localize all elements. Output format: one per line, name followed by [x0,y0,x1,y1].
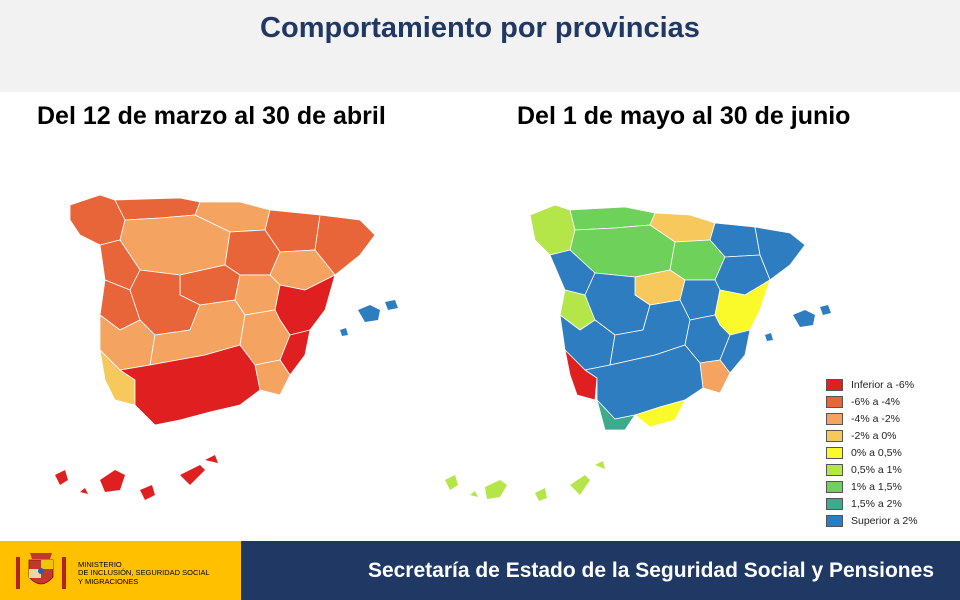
legend-swatch [826,378,843,391]
legend-label: 0,5% a 1% [851,464,902,477]
ministry-line: de Inclusión, Seguridad Social [78,568,210,578]
region-cuenca-guadalajara [234,274,281,316]
legend-swatch [826,412,843,425]
legend-item: -2% a 0% [826,427,951,444]
legend-item: 1% a 1,5% [826,479,951,496]
legend-label: -4% a -2% [851,412,901,425]
region-balearic-islands [340,300,398,336]
region-cadiz-malaga [596,399,636,431]
region-alicante [279,329,311,376]
ministry-name: Ministerio de Inclusión, Seguridad Socia… [78,560,210,586]
ministry-line: y Migraciones [78,576,139,586]
page-title: Comportamiento por provincias [260,12,700,44]
legend-label: -2% a 0% [851,429,897,442]
map-right-period-label: Del 1 de mayo al 30 de junio [517,102,851,130]
legend-item: 0% a 0,5% [826,444,951,461]
legend-label: 1% a 1,5% [851,481,902,494]
legend-swatch [826,498,843,511]
legend-swatch [826,395,843,408]
legend-item: 0,5% a 1% [826,461,951,478]
map-left [55,194,398,500]
legend-label: 1,5% a 2% [851,498,902,511]
legend-item: Superior a 2% [826,513,951,530]
legend-label: Superior a 2% [851,515,918,528]
region-balearic-islands [765,305,831,341]
region-andalucia-south [634,399,686,428]
region-alicante [719,329,751,374]
region-galicia [529,204,576,256]
region-andalucia [119,344,261,426]
legend-item: Inferior a -6% [826,376,951,393]
coat-of-arms-icon [16,553,66,589]
legend-item: -6% a -4% [826,393,951,410]
legend-item: 1,5% a 2% [826,496,951,513]
legend-label: -6% a -4% [851,395,901,408]
legend-swatch [826,429,843,442]
footer-secretariat-band: Secretaría de Estado de la Seguridad Soc… [241,541,960,600]
legend-label: 0% a 0,5% [851,446,902,459]
header-band [0,0,960,92]
legend-label: Inferior a -6% [851,378,915,391]
legend-swatch [826,464,843,477]
legend-swatch [826,481,843,494]
legend-swatch [826,515,843,528]
map-left-period-label: Del 12 de marzo al 30 de abril [37,102,386,130]
ministry-line: Ministerio [78,560,122,569]
secretariat-name: Secretaría de Estado de la Seguridad Soc… [367,559,934,582]
region-canary-islands [445,461,605,501]
legend-swatch [826,446,843,459]
region-canary-islands [55,455,218,500]
map-legend: Inferior a -6% -6% a -4% -4% a -2% -2% a… [826,376,951,530]
legend-item: -4% a -2% [826,410,951,427]
map-right [445,204,831,501]
